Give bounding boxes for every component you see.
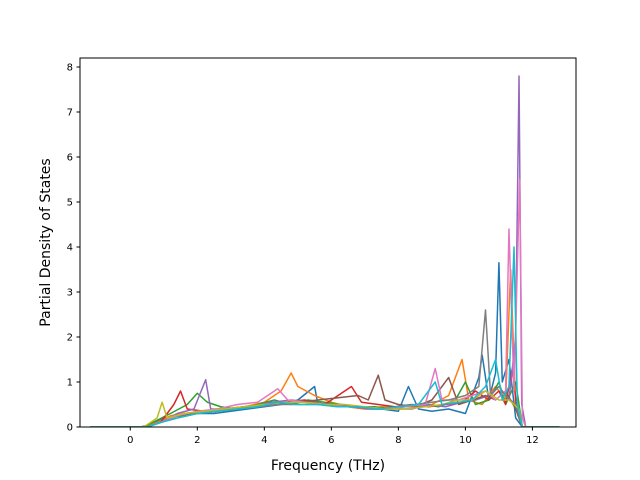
- y-tick-label: 4: [67, 243, 73, 254]
- x-axis-label: Frequency (THz): [271, 458, 385, 474]
- plot-area: [90, 75, 560, 427]
- x-tick-label: 12: [526, 435, 539, 446]
- y-tick-label: 5: [67, 198, 73, 209]
- y-tick-label: 2: [67, 333, 73, 344]
- y-tick-label: 6: [67, 153, 73, 164]
- y-tick-label: 8: [67, 63, 73, 74]
- x-tick-label: 0: [127, 435, 133, 446]
- y-tick-label: 1: [67, 378, 73, 389]
- y-tick-label: 3: [67, 288, 73, 299]
- series-line-9: [90, 390, 560, 427]
- y-axis: 0 1 2 3 4 5 6 7 8: [67, 63, 80, 434]
- axes-frame: [79, 57, 577, 428]
- x-tick-label: 8: [395, 435, 401, 446]
- y-tick-label: 0: [67, 423, 73, 434]
- x-axis: 0 2 4 6 8 10 12: [127, 427, 539, 446]
- x-tick-label: 10: [459, 435, 472, 446]
- x-tick-label: 6: [328, 435, 334, 446]
- y-tick-label: 7: [67, 108, 73, 119]
- y-axis-label: Partial Density of States: [38, 158, 54, 326]
- series-line-10: [90, 246, 560, 427]
- x-tick-label: 4: [261, 435, 267, 446]
- series-line-4: [90, 367, 560, 427]
- x-tick-label: 2: [194, 435, 200, 446]
